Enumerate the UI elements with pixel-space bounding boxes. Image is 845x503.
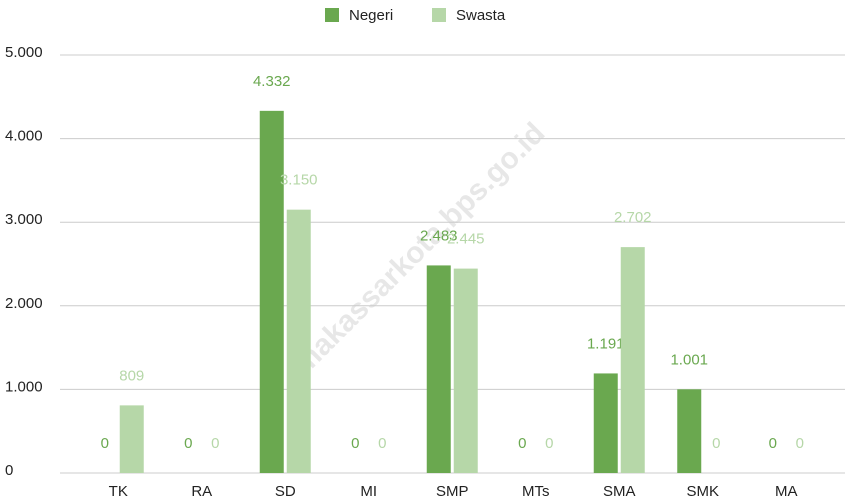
- value-label: 0: [769, 435, 777, 452]
- y-tick-label: 5.000: [5, 44, 43, 61]
- value-label: 2.483: [420, 227, 458, 244]
- x-tick-label: MI: [360, 483, 377, 500]
- value-label: 0: [211, 435, 219, 452]
- y-tick-label: 0: [5, 462, 13, 479]
- watermark: makassarkota.bps.go.id: [286, 116, 551, 381]
- bar: [677, 389, 702, 473]
- bar: [620, 247, 645, 473]
- value-label: 0: [518, 435, 526, 452]
- legend-swatch: [432, 8, 446, 22]
- bar: [453, 268, 478, 473]
- value-label: 0: [712, 435, 720, 452]
- value-label: 0: [378, 435, 386, 452]
- bar: [119, 405, 144, 473]
- x-tick-label: TK: [109, 483, 128, 500]
- value-label: 0: [351, 435, 359, 452]
- legend-label: Swasta: [456, 7, 506, 24]
- value-label: 2.702: [614, 209, 652, 226]
- value-label: 3.150: [280, 172, 318, 189]
- x-tick-label: SMA: [603, 483, 636, 500]
- x-tick-label: SMP: [436, 483, 469, 500]
- x-tick-label: MTs: [522, 483, 550, 500]
- y-tick-label: 2.000: [5, 295, 43, 312]
- bar: [286, 209, 311, 473]
- value-label: 0: [545, 435, 553, 452]
- bar: [426, 265, 451, 473]
- x-tick-label: SD: [275, 483, 296, 500]
- bar: [259, 110, 284, 474]
- value-label: 0: [184, 435, 192, 452]
- x-tick-label: SMK: [686, 483, 719, 500]
- value-label: 1.191: [587, 335, 625, 352]
- value-label: 4.332: [253, 73, 291, 90]
- value-label: 809: [119, 367, 144, 384]
- y-tick-label: 3.000: [5, 211, 43, 228]
- y-tick-label: 4.000: [5, 128, 43, 145]
- x-tick-label: RA: [191, 483, 212, 500]
- value-label: 0: [101, 435, 109, 452]
- legend-swatch: [325, 8, 339, 22]
- y-tick-label: 1.000: [5, 378, 43, 395]
- bar: [593, 373, 618, 473]
- value-label: 2.445: [447, 231, 485, 248]
- x-tick-label: MA: [775, 483, 798, 500]
- value-label: 0: [796, 435, 804, 452]
- legend-label: Negeri: [349, 7, 393, 24]
- value-label: 1.001: [670, 351, 708, 368]
